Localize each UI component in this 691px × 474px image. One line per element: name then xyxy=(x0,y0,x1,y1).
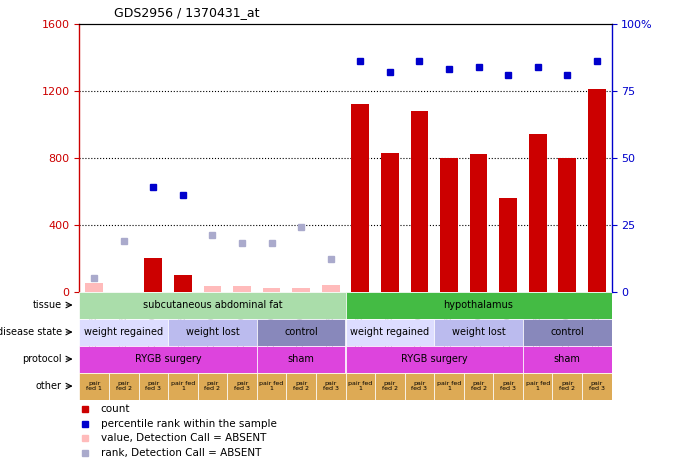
Text: pair fed
1: pair fed 1 xyxy=(260,381,284,392)
Bar xyxy=(79,319,168,346)
Bar xyxy=(346,319,434,346)
Text: pair
fed 3: pair fed 3 xyxy=(323,381,339,392)
Bar xyxy=(79,373,109,400)
Bar xyxy=(582,373,612,400)
Bar xyxy=(523,319,612,346)
Text: RYGB surgery: RYGB surgery xyxy=(401,354,468,364)
Bar xyxy=(552,373,582,400)
Bar xyxy=(346,346,523,373)
Bar xyxy=(410,111,428,292)
Text: pair fed
1: pair fed 1 xyxy=(348,381,372,392)
Text: protocol: protocol xyxy=(22,354,62,364)
Text: subcutaneous abdominal fat: subcutaneous abdominal fat xyxy=(142,300,283,310)
Bar xyxy=(523,346,612,373)
Text: pair
fed 2: pair fed 2 xyxy=(116,381,132,392)
Bar xyxy=(381,153,399,292)
Text: pair
fed 2: pair fed 2 xyxy=(205,381,220,392)
Bar xyxy=(434,373,464,400)
Bar xyxy=(204,286,221,292)
Text: weight lost: weight lost xyxy=(452,327,505,337)
Bar xyxy=(174,275,192,292)
Bar xyxy=(286,373,316,400)
Bar xyxy=(257,346,346,373)
Text: pair
fed 1: pair fed 1 xyxy=(86,381,102,392)
Bar xyxy=(86,283,103,292)
Bar xyxy=(233,286,251,292)
Text: count: count xyxy=(101,404,130,414)
Text: other: other xyxy=(36,381,62,391)
Text: pair
fed 2: pair fed 2 xyxy=(559,381,575,392)
Bar xyxy=(139,373,168,400)
Text: tissue: tissue xyxy=(33,300,62,310)
Bar xyxy=(470,154,487,292)
Text: pair
fed 3: pair fed 3 xyxy=(500,381,516,392)
Bar xyxy=(168,373,198,400)
Text: pair
fed 2: pair fed 2 xyxy=(293,381,309,392)
Text: weight regained: weight regained xyxy=(84,327,163,337)
Bar xyxy=(464,373,493,400)
Bar xyxy=(144,258,162,292)
Bar xyxy=(168,319,257,346)
Bar xyxy=(322,285,339,292)
Bar xyxy=(79,292,346,319)
Bar xyxy=(198,373,227,400)
Text: weight regained: weight regained xyxy=(350,327,429,337)
Text: RYGB surgery: RYGB surgery xyxy=(135,354,202,364)
Bar xyxy=(346,373,375,400)
Bar xyxy=(405,373,434,400)
Bar xyxy=(346,292,612,319)
Text: weight lost: weight lost xyxy=(186,327,239,337)
Bar xyxy=(529,134,547,292)
Text: sham: sham xyxy=(287,354,314,364)
Bar xyxy=(493,373,523,400)
Text: control: control xyxy=(284,327,318,337)
Text: sham: sham xyxy=(553,354,580,364)
Bar xyxy=(523,373,552,400)
Text: pair fed
1: pair fed 1 xyxy=(171,381,195,392)
Bar xyxy=(292,288,310,292)
Bar xyxy=(558,158,576,292)
Bar xyxy=(79,346,257,373)
Bar xyxy=(263,288,281,292)
Bar xyxy=(440,158,458,292)
Bar xyxy=(352,104,369,292)
Bar xyxy=(316,373,346,400)
Text: pair
fed 2: pair fed 2 xyxy=(471,381,486,392)
Bar xyxy=(257,319,346,346)
Bar xyxy=(109,373,139,400)
Text: pair
fed 3: pair fed 3 xyxy=(411,381,428,392)
Text: pair fed
1: pair fed 1 xyxy=(437,381,461,392)
Text: pair
fed 3: pair fed 3 xyxy=(234,381,250,392)
Bar xyxy=(499,198,517,292)
Text: pair fed
1: pair fed 1 xyxy=(526,381,550,392)
Bar xyxy=(375,373,405,400)
Bar xyxy=(227,373,257,400)
Text: disease state: disease state xyxy=(0,327,62,337)
Text: pair
fed 3: pair fed 3 xyxy=(145,381,162,392)
Text: value, Detection Call = ABSENT: value, Detection Call = ABSENT xyxy=(101,433,266,443)
Text: percentile rank within the sample: percentile rank within the sample xyxy=(101,419,276,428)
Text: control: control xyxy=(550,327,584,337)
Text: rank, Detection Call = ABSENT: rank, Detection Call = ABSENT xyxy=(101,448,261,458)
Text: GDS2956 / 1370431_at: GDS2956 / 1370431_at xyxy=(114,6,260,19)
Text: hypothalamus: hypothalamus xyxy=(444,300,513,310)
Bar xyxy=(257,373,286,400)
Bar xyxy=(434,319,523,346)
Text: pair
fed 3: pair fed 3 xyxy=(589,381,605,392)
Bar xyxy=(588,89,605,292)
Text: pair
fed 2: pair fed 2 xyxy=(382,381,398,392)
